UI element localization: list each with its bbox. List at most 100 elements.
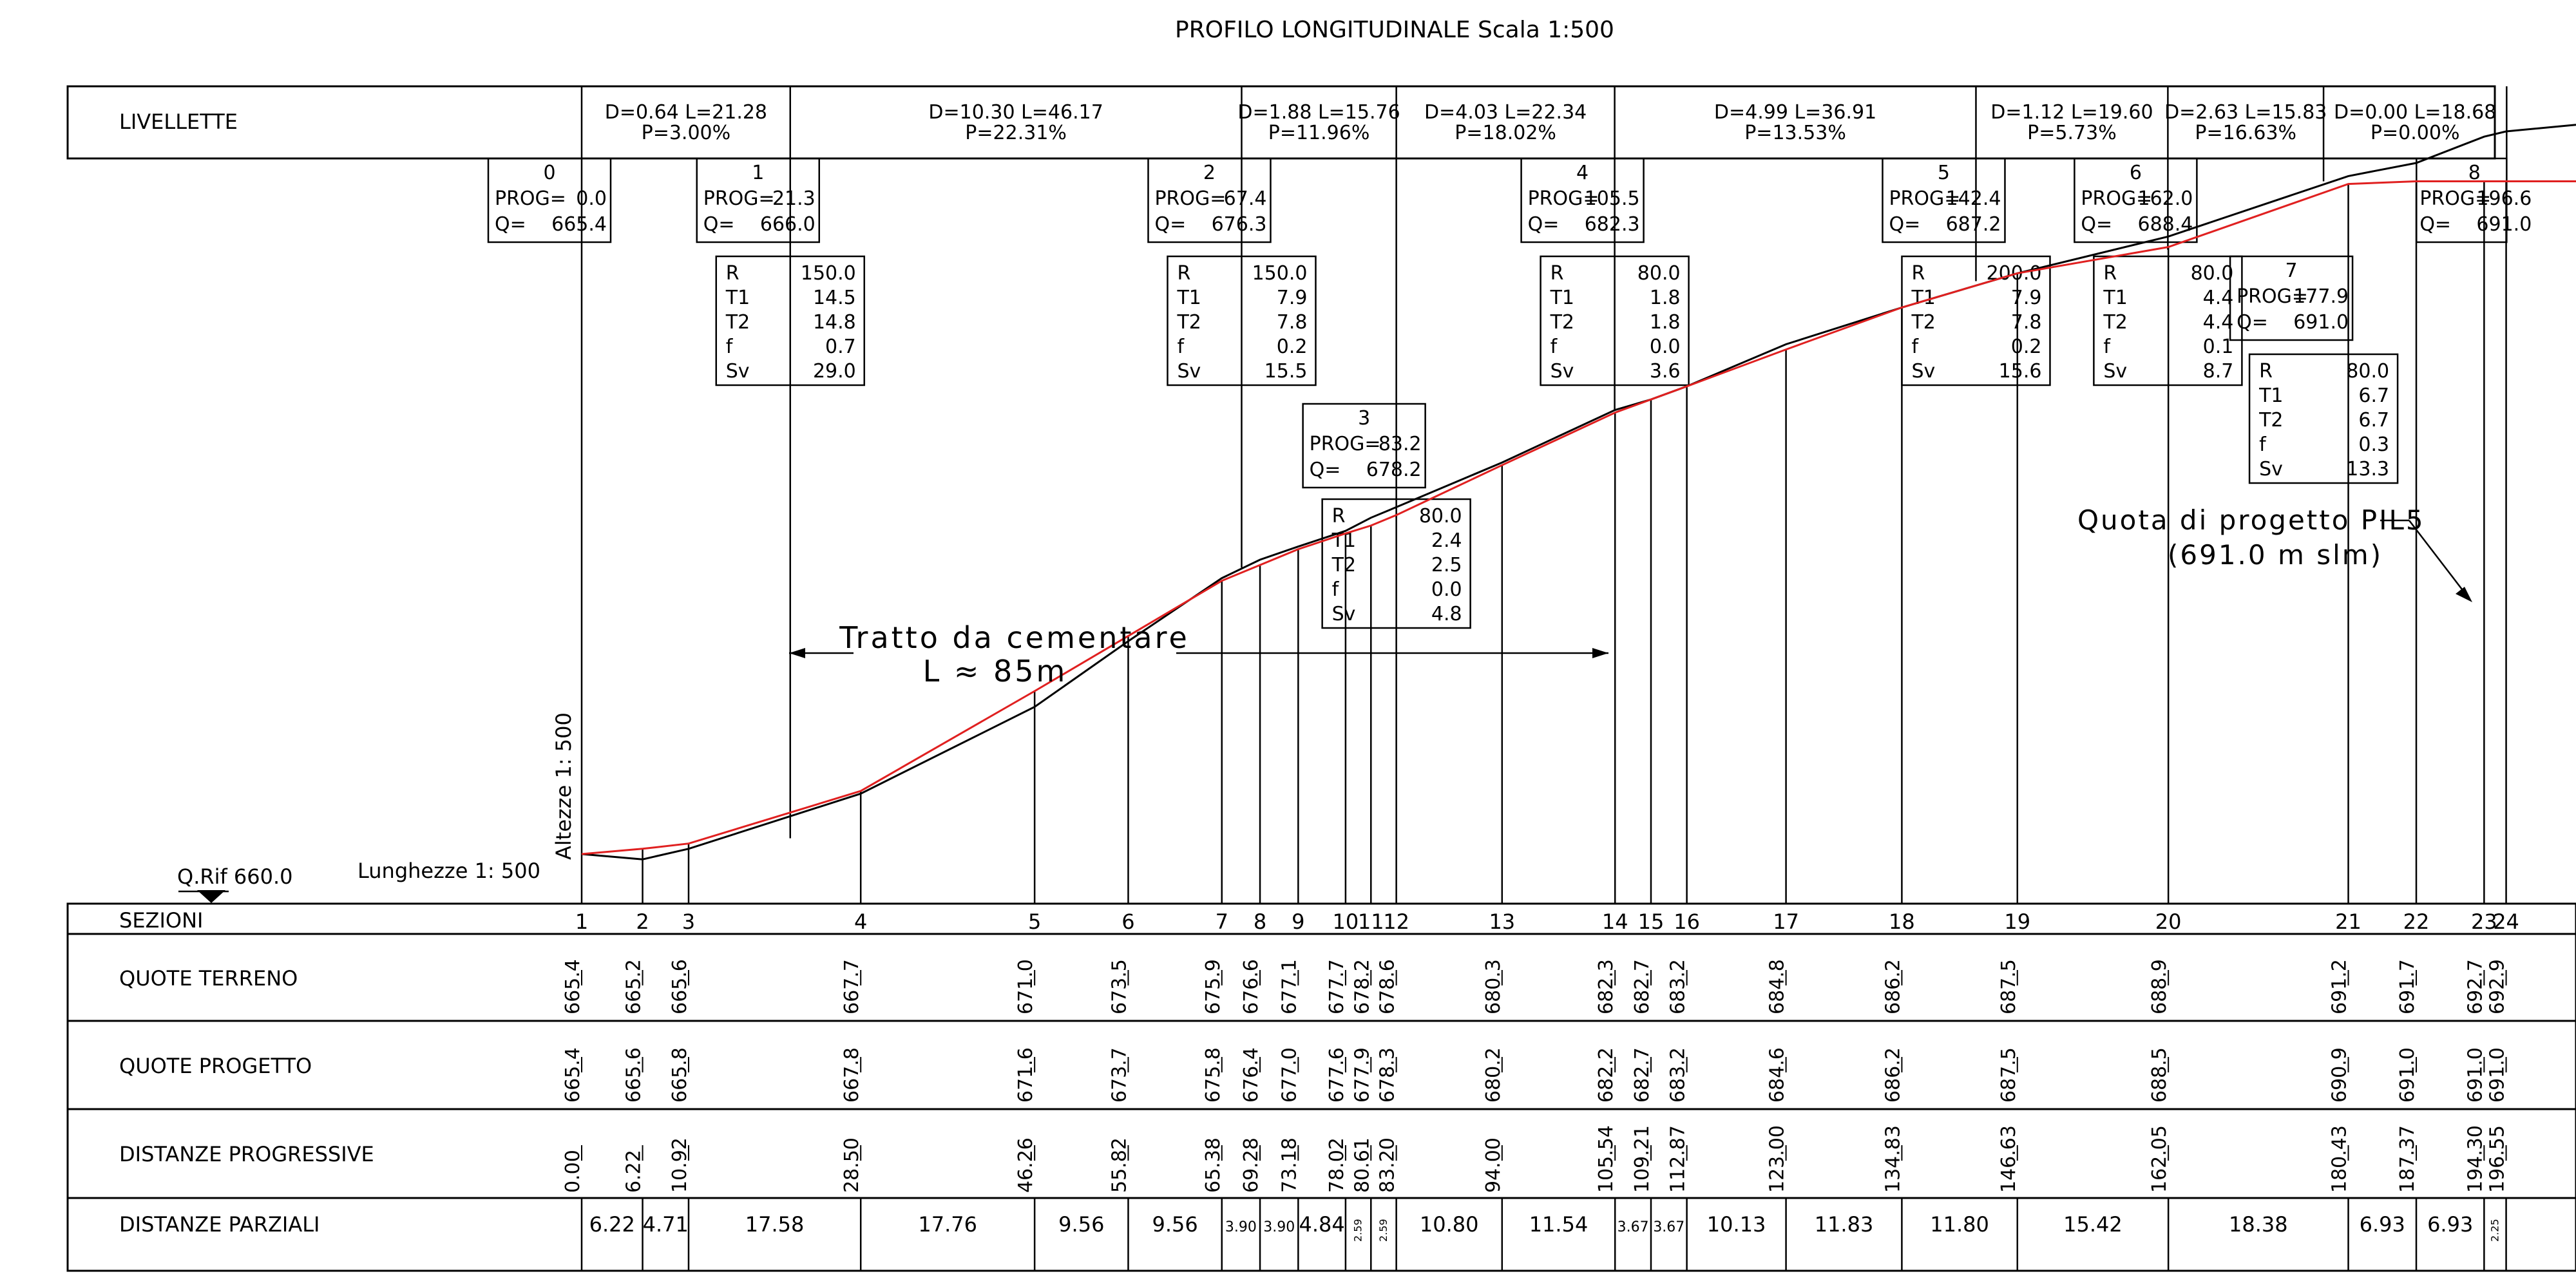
distanza-parziale-value: 18.38 <box>2229 1212 2288 1237</box>
curve-param-value: 0.3 <box>2358 433 2389 456</box>
curve-param-value: 0.1 <box>2203 336 2234 358</box>
livelletta-dl: D=2.63 L=15.83 <box>2164 101 2327 124</box>
sections-table: SEZIONI QUOTE TERRENO QUOTE PROGETTO DIS… <box>66 902 2576 1272</box>
quota-terreno-value: 692.7 <box>2464 959 2486 1014</box>
quota-terreno-value: 667.7 <box>841 959 863 1014</box>
section-number: 6 <box>1121 909 1134 934</box>
vertex-id: 5 <box>1938 162 1950 184</box>
curve-param-label: Sv <box>1332 603 1356 625</box>
altezze-scale-label: Altezze 1: 500 <box>551 712 576 860</box>
distanza-progressiva-value: 123.00 <box>1766 1125 1789 1193</box>
curve-param-label: T2 <box>1331 554 1356 576</box>
section-number: 15 <box>1638 909 1665 934</box>
curve-param-value: 29.0 <box>813 360 856 383</box>
quota-progetto-value: 673.7 <box>1108 1047 1131 1103</box>
vertex-q-value: 691.0 <box>2476 213 2532 236</box>
curve-param-label: R <box>2103 262 2117 285</box>
curve-param-label: f <box>1332 578 1340 601</box>
quota-progetto-value: 691.0 <box>2396 1047 2419 1103</box>
curve-param-label: Sv <box>1550 360 1574 383</box>
distanza-progressiva-value: 109.21 <box>1631 1125 1654 1193</box>
quota-progetto-value: 688.5 <box>2148 1047 2171 1103</box>
livelletta-p: P=18.02% <box>1455 122 1556 144</box>
quota-terreno-value: 691.7 <box>2396 959 2419 1014</box>
section-number: 11 <box>1358 909 1384 934</box>
distanza-progressiva-value: 80.61 <box>1351 1137 1373 1193</box>
curve-param-label: T2 <box>1550 311 1574 334</box>
vertex-prog-label: PROG= <box>2419 187 2491 210</box>
quota-progetto-value: 665.6 <box>623 1047 645 1103</box>
quota-progetto-value: 686.2 <box>1882 1047 1904 1103</box>
quota-progetto-value: 690.9 <box>2329 1047 2351 1103</box>
vertex-prog-label: PROG= <box>495 187 566 210</box>
curve-param-label: f <box>1550 336 1558 358</box>
curve-param-value: 80.0 <box>2346 360 2389 383</box>
curve-param-label: T2 <box>725 311 750 334</box>
vertex-box <box>1147 157 1272 243</box>
vertex-prog-value: 21.3 <box>772 187 816 210</box>
section-number: 20 <box>2155 909 2182 934</box>
curve-param-value: 1.8 <box>1650 311 1681 334</box>
vertex-prog-label: PROG= <box>1310 433 1381 455</box>
livelletta-dl: D=0.00 L=18.68 <box>2334 101 2496 124</box>
quota-progetto-value: 665.4 <box>562 1047 584 1103</box>
quota-terreno-value: 665.4 <box>562 959 584 1014</box>
quota-progetto-value: 675.8 <box>1202 1047 1225 1103</box>
quota-progetto-annotation: Quota di progetto PIL5 (691.0 m slm) <box>2077 504 2472 602</box>
tratto-length-label: L ≈ 85m <box>923 654 1068 689</box>
quota-terreno-value: 676.6 <box>1240 959 1263 1014</box>
vertex-q-label: Q= <box>1154 213 1186 236</box>
curve-param-label: Sv <box>2259 458 2283 480</box>
curve-param-value: 0.0 <box>1431 578 1462 601</box>
curve-param-value: 150.0 <box>1252 262 1308 285</box>
quota-terreno-value: 675.9 <box>1202 959 1225 1014</box>
curve-param-label: Sv <box>1911 360 1935 383</box>
section-number: 12 <box>1383 909 1409 934</box>
vertex-prog-label: PROG= <box>1528 187 1599 210</box>
vertex-q-label: Q= <box>703 213 735 236</box>
vertex-prog-value: 105.5 <box>1585 187 1640 210</box>
section-number: 17 <box>1773 909 1799 934</box>
distanza-progressiva-value: 194.30 <box>2464 1125 2486 1193</box>
vertex-prog-value: 142.4 <box>1946 187 2001 210</box>
distanza-progressiva-value: 55.82 <box>1108 1137 1131 1193</box>
vertex-q-value: 665.4 <box>551 213 607 236</box>
arrow-right-icon <box>1592 648 1608 658</box>
distanza-parziale-value: 9.56 <box>1152 1212 1197 1237</box>
curve-param-value: 0.0 <box>1650 336 1681 358</box>
section-number: 2 <box>636 909 649 934</box>
section-number: 3 <box>682 909 695 934</box>
distanza-progressiva-value: 65.38 <box>1202 1137 1225 1193</box>
vertex-q-value: 691.0 <box>2293 311 2349 334</box>
curve-param-value: 7.8 <box>1277 311 1308 334</box>
quota-progetto-value: 677.9 <box>1351 1047 1373 1103</box>
distanza-progressiva-value: 112.87 <box>1667 1125 1690 1193</box>
vertex-q-label: Q= <box>495 213 526 236</box>
section-number: 1 <box>575 909 588 934</box>
distanza-parziale-value: 17.58 <box>745 1212 805 1237</box>
curve-param-value: 0.2 <box>2011 336 2042 358</box>
curve-param-label: R <box>2259 360 2273 383</box>
quota-progetto-value: 691.0 <box>2464 1047 2486 1103</box>
vertex-prog-value: 0.0 <box>576 187 607 210</box>
section-number: 23 <box>2471 909 2497 934</box>
distanza-progressiva-value: 83.20 <box>1377 1137 1399 1193</box>
quota-progetto-value: 667.8 <box>841 1047 863 1103</box>
quota-progetto-value: 691.0 <box>2486 1047 2509 1103</box>
livelletta-p: P=0.00% <box>2371 122 2460 144</box>
curve-param-value: 14.5 <box>813 287 856 309</box>
vertex-prog-value: 67.4 <box>1224 187 1267 210</box>
quota-progetto-value: 683.2 <box>1667 1047 1690 1103</box>
vertex-q-label: Q= <box>1310 459 1341 481</box>
vertex-prog-label: PROG= <box>1889 187 1960 210</box>
terrain-profile-line <box>581 124 2576 860</box>
quota-progetto-value: 687.5 <box>1998 1047 2020 1103</box>
livelletta-dl: D=1.12 L=19.60 <box>1990 101 2153 124</box>
quota-terreno-value: 682.3 <box>1595 959 1617 1014</box>
vertex-prog-value: 177.9 <box>2293 285 2349 308</box>
vertex-id: 1 <box>752 162 764 184</box>
quota-terreno-value: 678.2 <box>1351 959 1373 1014</box>
vertex-q-value: 666.0 <box>760 213 816 236</box>
distanza-progressiva-value: 0.00 <box>562 1150 584 1193</box>
distanza-parziale-value: 17.76 <box>918 1212 977 1237</box>
